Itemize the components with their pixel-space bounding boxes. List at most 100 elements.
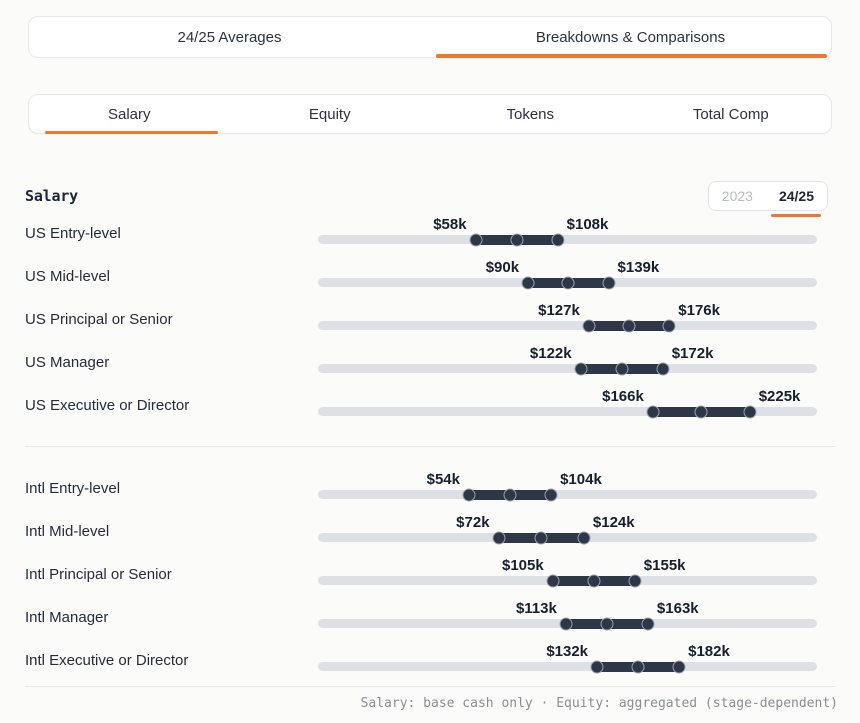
row-label: US Principal or Senior	[25, 311, 173, 328]
tab-label: 24/25 Averages	[177, 28, 282, 46]
max-dot	[641, 617, 655, 630]
max-dot	[602, 276, 616, 289]
mid-dot	[622, 319, 636, 332]
max-dot	[743, 405, 757, 418]
min-value-label: $72k	[456, 514, 490, 531]
mid-dot	[631, 660, 645, 673]
range-track	[318, 405, 817, 418]
row-label: Intl Executive or Director	[25, 652, 189, 669]
min-value-label: $58k	[433, 216, 467, 233]
tab-label: Tokens	[506, 105, 555, 123]
max-value-label: $225k	[758, 388, 801, 405]
mid-dot	[587, 574, 601, 587]
range-row: Intl Manager $113k $163k	[0, 600, 860, 643]
row-label: Intl Entry-level	[25, 480, 121, 497]
max-dot	[544, 488, 558, 501]
range-track	[318, 660, 817, 673]
max-dot	[656, 362, 670, 375]
tab-2425-averages[interactable]: 24/25 Averages	[29, 17, 430, 57]
max-value-label: $172k	[671, 345, 714, 362]
range-row: US Principal or Senior $127k $176k	[0, 302, 860, 345]
range-track-area: $166k $225k	[318, 388, 817, 431]
max-dot	[672, 660, 686, 673]
max-value-label: $139k	[617, 259, 660, 276]
tab-label: Salary	[107, 105, 151, 123]
row-label: US Manager	[25, 354, 110, 371]
range-row: US Mid-level $90k $139k	[0, 259, 860, 302]
row-label: US Mid-level	[25, 268, 111, 285]
range-track	[318, 319, 817, 332]
tab-tokens[interactable]: Tokens	[430, 95, 631, 133]
max-value-label: $163k	[656, 600, 699, 617]
metric-tabbar: Salary Equity Tokens Total Comp	[28, 94, 832, 134]
range-row: US Executive or Director $166k $225k	[0, 388, 860, 431]
min-dot	[521, 276, 535, 289]
range-track	[318, 276, 817, 289]
min-value-label: $127k	[538, 302, 580, 319]
range-row: US Entry-level $58k $108k	[0, 216, 860, 259]
section-title: Salary	[25, 187, 78, 205]
footnote: Salary: base cash only · Equity: aggrega…	[360, 696, 838, 711]
mid-dot	[561, 276, 575, 289]
tab-label: Total Comp	[692, 105, 769, 123]
min-dot	[574, 362, 588, 375]
min-value-label: $54k	[426, 471, 460, 488]
min-dot	[469, 233, 483, 246]
mid-dot	[534, 531, 548, 544]
range-track-area: $105k $155k	[318, 557, 817, 600]
range-track	[318, 531, 817, 544]
min-dot	[546, 574, 560, 587]
range-row: Intl Principal or Senior $105k $155k	[0, 557, 860, 600]
range-track	[318, 617, 817, 630]
min-dot	[462, 488, 476, 501]
min-value-label: $122k	[529, 345, 572, 362]
range-track-area: $90k $139k	[318, 259, 817, 302]
active-tab-underline	[45, 130, 218, 134]
tab-label: Equity	[308, 105, 351, 123]
range-track	[318, 488, 817, 501]
row-label: US Entry-level	[25, 225, 121, 242]
min-value-label: $90k	[485, 259, 520, 276]
tab-salary[interactable]: Salary	[29, 95, 230, 134]
max-value-label: $155k	[643, 557, 686, 574]
max-value-label: $182k	[688, 643, 730, 660]
range-row: Intl Mid-level $72k $124k	[0, 514, 860, 557]
range-row: Intl Entry-level $54k $104k	[0, 471, 860, 514]
us-salary-rows: US Entry-level $58k $108k US Mid-level $…	[0, 216, 860, 431]
range-track	[318, 233, 817, 246]
row-label: Intl Mid-level	[25, 523, 110, 540]
tab-label: Breakdowns & Comparisons	[535, 28, 726, 46]
tab-total-comp[interactable]: Total Comp	[631, 95, 832, 133]
row-label: Intl Manager	[25, 609, 109, 626]
mid-dot	[510, 233, 524, 246]
min-dot	[582, 319, 596, 332]
range-track-area: $54k $104k	[318, 471, 817, 514]
range-row: US Manager $122k $172k	[0, 345, 860, 388]
section-divider	[25, 446, 835, 447]
row-label: Intl Principal or Senior	[25, 566, 172, 583]
max-value-label: $104k	[560, 471, 602, 488]
range-track-area: $72k $124k	[318, 514, 817, 557]
range-track-area: $58k $108k	[318, 216, 817, 259]
min-value-label: $132k	[546, 643, 589, 660]
min-value-label: $166k	[602, 388, 644, 405]
max-value-label: $124k	[592, 514, 635, 531]
active-tab-underline	[436, 54, 827, 58]
tab-breakdowns-comparisons[interactable]: Breakdowns & Comparisons	[430, 17, 831, 58]
section-header: Salary 2023 24/25	[0, 176, 860, 217]
range-track	[318, 362, 817, 375]
tab-equity[interactable]: Equity	[230, 95, 431, 133]
year-option-2023[interactable]: 2023	[721, 188, 753, 204]
range-track-area: $127k $176k	[318, 302, 817, 345]
max-dot	[628, 574, 642, 587]
active-year-underline	[771, 214, 821, 217]
range-track-area: $113k $163k	[318, 600, 817, 643]
min-dot	[646, 405, 660, 418]
mid-dot	[615, 362, 629, 375]
row-label: US Executive or Director	[25, 397, 190, 414]
primary-tabbar: 24/25 Averages Breakdowns & Comparisons	[28, 16, 832, 58]
year-option-2425[interactable]: 24/25	[778, 188, 814, 204]
max-dot	[577, 531, 591, 544]
max-value-label: $176k	[678, 302, 720, 319]
min-dot	[559, 617, 573, 630]
